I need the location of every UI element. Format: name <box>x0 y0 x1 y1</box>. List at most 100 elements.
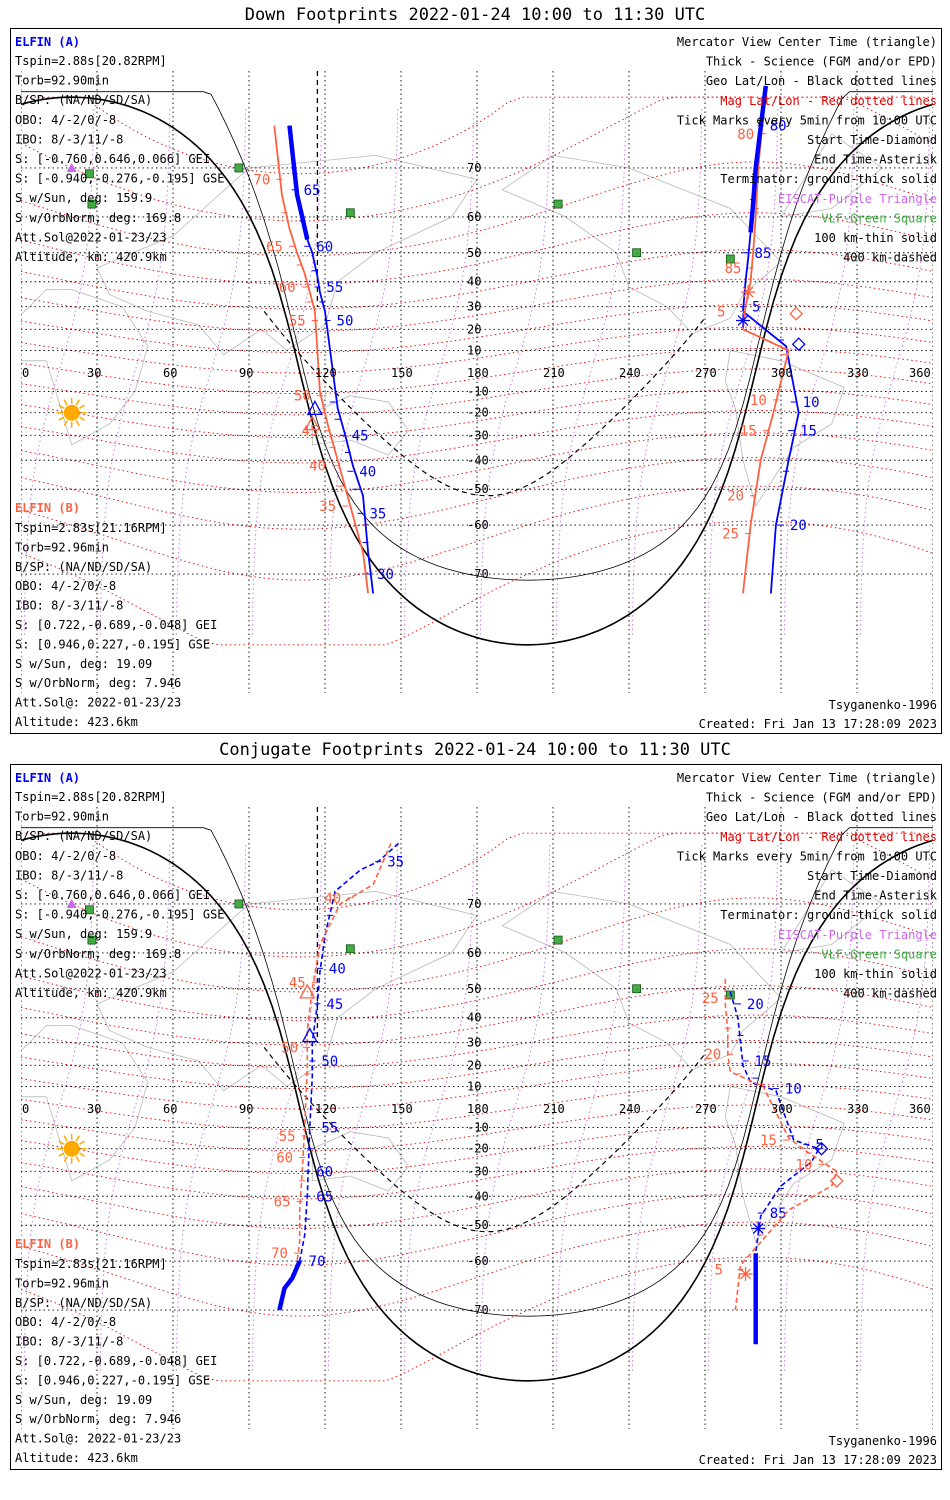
elfin-b-info-line: Att.Sol@: 2022-01-23/23 <box>15 696 181 710</box>
elfin-b-info-line: B/SP: (NA/ND/SD/SA) <box>15 1296 152 1310</box>
elfin-a-tick-label: 5 <box>752 300 760 316</box>
legend-line: End Time-Asterisk <box>814 889 938 903</box>
lon-tick-label: 60 <box>163 1102 177 1116</box>
elfin-a-info-line: Tspin=2.88s[20.82RPM] <box>15 790 167 804</box>
elfin-b-heading: ELFIN (B) <box>15 501 80 515</box>
elfin-a-end-marker <box>736 313 750 328</box>
elfin-a-tick-label: 55 <box>321 1121 338 1137</box>
legend-line: Tick Marks every 5min from 10:00 UTC <box>677 113 937 127</box>
legend-line: 100 km-thin solid <box>814 967 937 981</box>
lat-tick-label: 40 <box>467 275 481 289</box>
elfin-b-end-marker <box>738 1266 753 1281</box>
mag-meridian-line <box>555 843 627 1371</box>
mag-meridian-line <box>783 843 855 1371</box>
lon-tick-label: 30 <box>87 366 101 380</box>
elfin-b-info-line: Att.Sol@: 2022-01-23/23 <box>15 1432 181 1446</box>
elfin-a-tick-label: 35 <box>387 855 404 871</box>
legend-line: Start Time-Diamond <box>807 869 937 883</box>
elfin-a-tick-label: 15 <box>800 424 817 440</box>
elfin-b-tick-label: 45 <box>302 424 319 440</box>
terminator-ground-line <box>21 96 933 646</box>
elfin-b-info-line: Torb=92.96min <box>15 540 109 554</box>
eiscat-triangle <box>66 898 77 908</box>
lon-tick-label: 90 <box>239 1102 253 1116</box>
lon-tick-label: 90 <box>239 366 253 380</box>
lon-tick-label: 120 <box>315 366 337 380</box>
elfin-b-tick-label: 15 <box>740 424 757 440</box>
elfin-a-info-line: IBO: 8/-3/11/-8 <box>15 868 123 882</box>
elfin-a-info-line: S: [-0.940,-0.276,-0.195] GSE <box>15 908 225 922</box>
sun-icon <box>56 1133 87 1164</box>
vlf-station-square <box>85 169 94 179</box>
lat-tick-label: 20 <box>467 322 481 336</box>
legend-line: 400 km-dashed <box>843 251 937 265</box>
conjugate-footprints-map: 35 40 45 50 55 60 65 70 20 15 10 5 85 40 45 50 55 60 65 70 2… <box>15 771 938 1467</box>
mag-meridian-line <box>23 843 95 1371</box>
elfin-b-tick-label: 45 <box>289 975 306 991</box>
elfin-a-science-segment <box>748 85 769 233</box>
elfin-b-info-line: OBO: 4/-2/0/-8 <box>15 579 116 593</box>
sun-ray <box>79 404 86 409</box>
lat-tick-label: -20 <box>467 1142 489 1156</box>
lat-tick-label: -40 <box>467 1189 489 1203</box>
elfin-a-tick-label: 45 <box>326 997 343 1013</box>
sun-ray <box>58 416 65 421</box>
elfin-b-tick-label: 70 <box>271 1246 288 1262</box>
elfin-a-tick-label: 40 <box>359 464 376 480</box>
legend-line: End Time-Asterisk <box>814 153 938 167</box>
elfin-b-tick-label: 40 <box>309 459 326 475</box>
elfin-a-center-marker <box>306 400 323 416</box>
elfin-a-track-group: 65 60 55 50 45 40 35 30 80 85 5 10 15 20 <box>288 85 820 594</box>
elfin-b-info-line: Tspin=2.83s[21.16RPM] <box>15 521 167 535</box>
elfin-a-track-group: 35 40 45 50 55 60 65 70 20 15 10 5 85 <box>278 842 824 1311</box>
elfin-a-info-line: S w/Sun, deg: 159.9 <box>15 927 152 941</box>
landmass-outline <box>724 350 845 507</box>
lat-tick-label: -10 <box>467 385 489 399</box>
elfin-a-heading: ELFIN (A) <box>15 771 80 785</box>
sun-disc <box>63 404 80 421</box>
elfin-a-track-line <box>729 991 821 1310</box>
elfin-a-tick-label: 50 <box>321 1054 338 1070</box>
sun-ray <box>75 1135 80 1142</box>
elfin-a-tick-label: 80 <box>770 119 787 135</box>
landmass-outline <box>96 890 478 1092</box>
lat-tick-label: 30 <box>467 300 481 314</box>
elfin-b-start-marker <box>789 306 804 321</box>
elfin-b-tick-label: 55 <box>289 313 306 329</box>
lat-tick-label: -20 <box>467 406 489 420</box>
vlf-station-square <box>87 935 97 945</box>
mag-lat-line <box>21 96 933 175</box>
elfin-a-info-line: Att.Sol@2022-01-23/23 <box>15 230 167 244</box>
elfin-b-info-line: IBO: 8/-3/11/-8 <box>15 1335 123 1349</box>
terminator-100km-line <box>21 91 933 581</box>
elfin-b-tick-label: 50 <box>281 1040 298 1056</box>
elfin-a-info-line: Att.Sol@2022-01-23/23 <box>15 966 167 980</box>
legend-line: Terminator: ground-thick solid <box>720 172 937 186</box>
elfin-b-tick-label: 20 <box>727 489 744 505</box>
sun-icon <box>56 397 87 428</box>
created-timestamp: Created: Fri Jan 13 17:28:09 2023 <box>699 1453 937 1467</box>
mag-meridian-line <box>707 107 779 635</box>
lon-tick-label: 120 <box>315 1102 337 1116</box>
lon-tick-label: 360 <box>909 366 931 380</box>
lon-tick-label: 270 <box>695 366 717 380</box>
lon-tick-label: 240 <box>619 1102 641 1116</box>
legend-line: Mag Lat/Lon - Red dotted lines <box>720 94 937 108</box>
lon-tick-label: 30 <box>87 1102 101 1116</box>
landmass-outline <box>780 133 883 218</box>
vlf-station-square <box>87 199 97 209</box>
elfin-a-tick-label: 70 <box>309 1254 326 1270</box>
lon-tick-label: 330 <box>847 366 869 380</box>
down-panel-title: Down Footprints 2022-01-24 10:00 to 11:3… <box>244 5 706 25</box>
elfin-a-tick-label: 40 <box>329 961 346 977</box>
elfin-b-tick-label: 60 <box>279 280 296 296</box>
lat-tick-label: 70 <box>467 897 481 911</box>
elfin-b-track-line <box>296 843 392 1262</box>
sun-ray <box>63 399 68 406</box>
lon-tick-label: 210 <box>543 366 565 380</box>
eiscat-triangle <box>66 162 77 172</box>
elfin-b-tick-label: 5 <box>714 1263 722 1279</box>
elfin-a-tick-label: 65 <box>304 183 321 199</box>
mag-meridian-line <box>783 107 855 635</box>
mag-lat-line <box>21 832 933 911</box>
